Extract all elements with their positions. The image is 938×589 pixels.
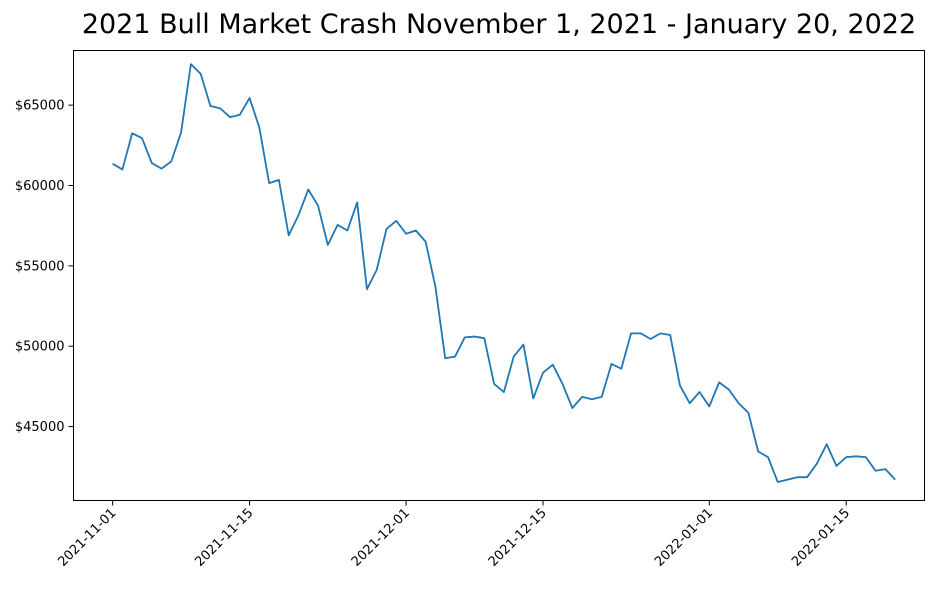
chart-title: 2021 Bull Market Crash November 1, 2021 … — [82, 9, 916, 40]
y-tick-label: $50000 — [15, 340, 65, 355]
x-tick-label: 2022-01-01 — [652, 506, 716, 570]
y-tick-label: $45000 — [15, 420, 65, 435]
y-axis: $45000 $50000 $55000 $60000 $65000 — [15, 99, 74, 435]
x-tick-label: 2021-11-15 — [192, 506, 256, 570]
y-tick-label: $60000 — [15, 179, 65, 194]
y-tick-label: $55000 — [15, 259, 65, 274]
plot-area — [73, 50, 925, 501]
x-tick-label: 2021-12-15 — [486, 506, 550, 570]
x-tick-label: 2022-01-15 — [789, 506, 853, 570]
x-tick-label: 2021-12-01 — [349, 506, 413, 570]
plot-frame — [73, 50, 925, 501]
x-axis: 2021-11-01 2021-11-15 2021-12-01 2021-12-15… — [55, 500, 853, 570]
y-tick-label: $65000 — [15, 99, 65, 114]
x-tick-label: 2021-11-01 — [55, 506, 119, 570]
price-series-line — [112, 63, 896, 483]
